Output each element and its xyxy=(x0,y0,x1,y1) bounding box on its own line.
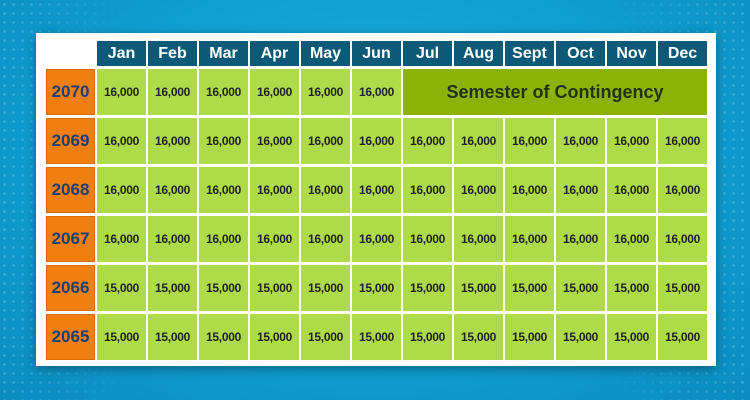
value-cell: 16,000 xyxy=(658,118,707,164)
value-cell: 15,000 xyxy=(250,314,299,360)
value-cell: 16,000 xyxy=(556,167,605,213)
contingency-banner: Semester of Contingency xyxy=(403,69,707,115)
value-cell: 15,000 xyxy=(454,314,503,360)
value-cell: 16,000 xyxy=(352,216,401,262)
value-cell: 15,000 xyxy=(199,314,248,360)
year-label: 2066 xyxy=(46,265,95,311)
value-cell: 16,000 xyxy=(250,69,299,115)
value-cell: 16,000 xyxy=(607,118,656,164)
value-cell: 16,000 xyxy=(454,118,503,164)
value-cell: 15,000 xyxy=(352,314,401,360)
value-cell: 16,000 xyxy=(403,118,452,164)
value-cell: 16,000 xyxy=(505,118,554,164)
value-cell: 16,000 xyxy=(199,216,248,262)
value-cell: 16,000 xyxy=(454,167,503,213)
value-cell: 16,000 xyxy=(301,69,350,115)
schedule-card: Jan Feb Mar Apr May Jun Jul Aug Sept Oct Nov Dec 207… xyxy=(36,33,716,366)
value-cell: 16,000 xyxy=(250,118,299,164)
value-cell: 15,000 xyxy=(607,265,656,311)
month-header: Jul xyxy=(403,41,452,66)
value-cell: 16,000 xyxy=(505,216,554,262)
month-header: Aug xyxy=(454,41,503,66)
value-cell: 16,000 xyxy=(301,118,350,164)
month-header: Jan xyxy=(97,41,146,66)
month-header: Dec xyxy=(658,41,707,66)
value-cell: 15,000 xyxy=(97,265,146,311)
value-cell: 16,000 xyxy=(352,118,401,164)
value-cell: 15,000 xyxy=(148,265,197,311)
value-cell: 15,000 xyxy=(403,314,452,360)
value-cell: 15,000 xyxy=(556,265,605,311)
value-cell: 16,000 xyxy=(556,216,605,262)
year-label: 2069 xyxy=(46,118,95,164)
value-cell: 15,000 xyxy=(250,265,299,311)
value-cell: 16,000 xyxy=(301,216,350,262)
year-label: 2067 xyxy=(46,216,95,262)
value-cell: 15,000 xyxy=(199,265,248,311)
value-cell: 16,000 xyxy=(97,216,146,262)
value-cell: 16,000 xyxy=(199,118,248,164)
value-cell: 16,000 xyxy=(658,167,707,213)
value-cell: 15,000 xyxy=(352,265,401,311)
value-cell: 16,000 xyxy=(148,216,197,262)
year-label: 2068 xyxy=(46,167,95,213)
value-cell: 16,000 xyxy=(607,167,656,213)
value-cell: 16,000 xyxy=(199,69,248,115)
month-header: Mar xyxy=(199,41,248,66)
month-header: Sept xyxy=(505,41,554,66)
value-cell: 15,000 xyxy=(607,314,656,360)
value-cell: 16,000 xyxy=(658,216,707,262)
year-label: 2065 xyxy=(46,314,95,360)
value-cell: 15,000 xyxy=(301,314,350,360)
value-cell: 16,000 xyxy=(403,167,452,213)
value-cell: 16,000 xyxy=(97,118,146,164)
schedule-table: Jan Feb Mar Apr May Jun Jul Aug Sept Oct Nov Dec 207… xyxy=(46,41,707,360)
table-corner xyxy=(46,41,95,66)
value-cell: 16,000 xyxy=(556,118,605,164)
value-cell: 16,000 xyxy=(199,167,248,213)
value-cell: 15,000 xyxy=(658,314,707,360)
month-header: Feb xyxy=(148,41,197,66)
month-header: May xyxy=(301,41,350,66)
value-cell: 16,000 xyxy=(454,216,503,262)
value-cell: 16,000 xyxy=(301,167,350,213)
value-cell: 16,000 xyxy=(607,216,656,262)
value-cell: 15,000 xyxy=(505,265,554,311)
value-cell: 16,000 xyxy=(148,167,197,213)
month-header: Apr xyxy=(250,41,299,66)
value-cell: 16,000 xyxy=(97,167,146,213)
value-cell: 15,000 xyxy=(658,265,707,311)
value-cell: 15,000 xyxy=(505,314,554,360)
value-cell: 16,000 xyxy=(148,69,197,115)
month-header: Jun xyxy=(352,41,401,66)
value-cell: 15,000 xyxy=(556,314,605,360)
value-cell: 15,000 xyxy=(454,265,503,311)
value-cell: 16,000 xyxy=(250,216,299,262)
value-cell: 16,000 xyxy=(250,167,299,213)
month-header: Oct xyxy=(556,41,605,66)
value-cell: 16,000 xyxy=(352,167,401,213)
value-cell: 15,000 xyxy=(301,265,350,311)
value-cell: 16,000 xyxy=(352,69,401,115)
value-cell: 16,000 xyxy=(148,118,197,164)
year-label: 2070 xyxy=(46,69,95,115)
value-cell: 16,000 xyxy=(403,216,452,262)
value-cell: 16,000 xyxy=(97,69,146,115)
month-header: Nov xyxy=(607,41,656,66)
value-cell: 15,000 xyxy=(148,314,197,360)
value-cell: 16,000 xyxy=(505,167,554,213)
value-cell: 15,000 xyxy=(403,265,452,311)
value-cell: 15,000 xyxy=(97,314,146,360)
